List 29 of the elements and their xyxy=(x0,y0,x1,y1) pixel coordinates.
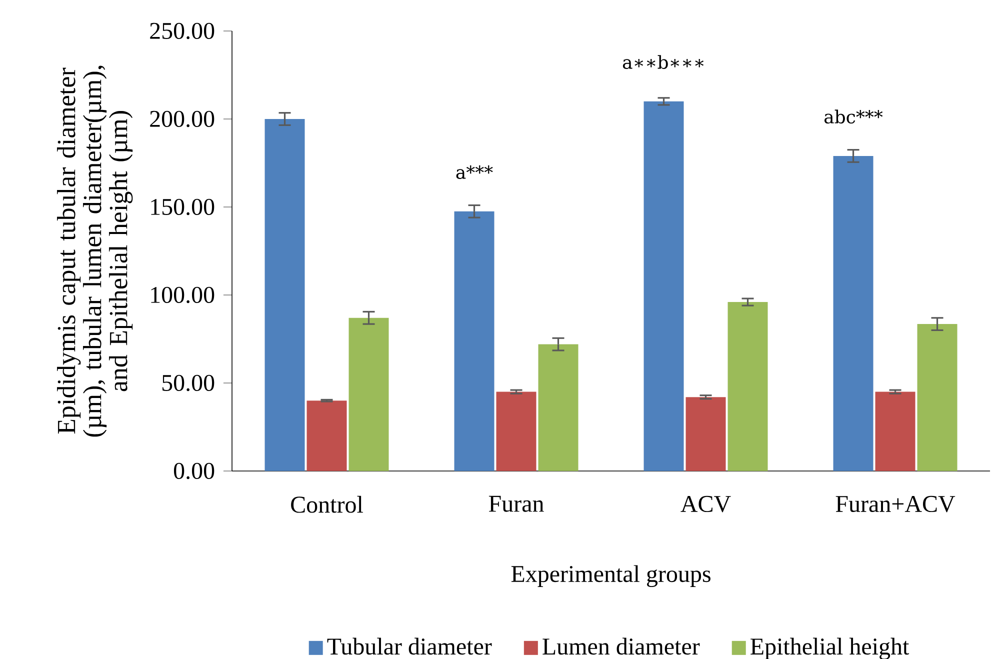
y-tick-label: 150.00 xyxy=(151,198,214,216)
bar xyxy=(917,324,958,471)
bar xyxy=(348,318,389,471)
x-tick-label: Furan xyxy=(488,496,544,512)
legend-label: Lumen diameter xyxy=(542,638,700,655)
x-tick-label: Control xyxy=(291,496,363,513)
y-tick-label: 50.00 xyxy=(162,374,214,392)
y-tick-label: 100.00 xyxy=(151,286,214,304)
bar xyxy=(686,397,726,471)
annotation: abc*** xyxy=(824,110,883,124)
bar xyxy=(496,392,536,471)
bar xyxy=(538,344,578,471)
bar xyxy=(728,302,768,471)
bar xyxy=(264,119,305,471)
x-axis-title: Experimental groups xyxy=(511,565,710,588)
annotation: a∗∗b∗∗∗ xyxy=(622,55,704,69)
x-tick-label: ACV xyxy=(680,496,731,512)
bar xyxy=(875,392,916,471)
y-tick-label: 200.00 xyxy=(150,110,214,128)
y-tick-label: 0.00 xyxy=(174,462,214,480)
bar xyxy=(454,211,494,471)
x-tick-label: Furan+ACV xyxy=(836,496,956,512)
bar xyxy=(644,101,684,471)
bar xyxy=(306,400,347,471)
bar xyxy=(833,156,874,471)
y-axis-title: Epididymis caput tubular diameter (µm), tubular lumen diameter(µm), and Epithelial height (µm) xyxy=(57,66,133,437)
legend-label: Tubular diameter xyxy=(327,638,492,655)
y-tick-label: 250.00 xyxy=(150,22,214,40)
annotation: a*** xyxy=(456,165,493,179)
